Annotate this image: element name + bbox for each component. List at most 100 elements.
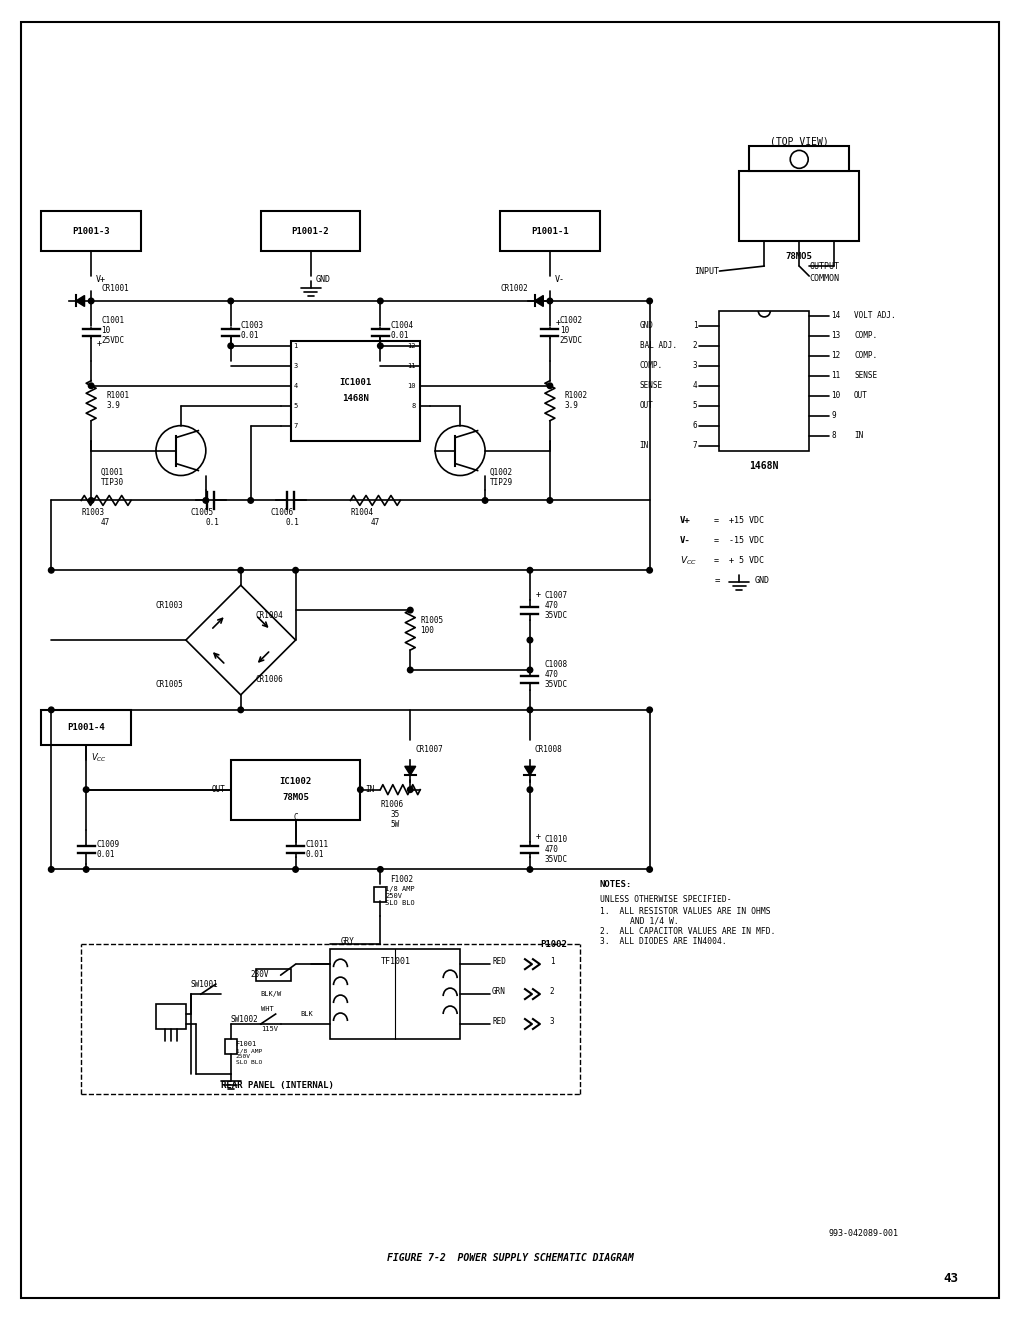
Text: 115V: 115V (261, 1026, 277, 1032)
Text: TF1001: TF1001 (380, 957, 410, 966)
Circle shape (527, 787, 532, 792)
Circle shape (482, 498, 487, 503)
Bar (718, 312, 808, 450)
Text: R1001: R1001 (106, 391, 129, 400)
Text: GND: GND (754, 576, 768, 585)
Text: 25VDC: 25VDC (559, 337, 583, 346)
Text: 47: 47 (101, 517, 110, 527)
Text: +: + (555, 318, 560, 327)
Circle shape (527, 667, 532, 673)
Text: 470: 470 (544, 845, 558, 854)
Circle shape (203, 498, 209, 503)
Text: P1002: P1002 (539, 940, 567, 949)
Text: 993-042089-001: 993-042089-001 (828, 1229, 898, 1238)
Circle shape (407, 607, 413, 612)
Text: BAL ADJ.: BAL ADJ. (639, 342, 676, 350)
Bar (41, 710, 130, 744)
Circle shape (292, 867, 299, 873)
Circle shape (237, 568, 244, 573)
Text: C1009: C1009 (96, 840, 119, 849)
Circle shape (377, 867, 383, 873)
Text: 3.9: 3.9 (565, 401, 578, 411)
Circle shape (527, 708, 532, 713)
Text: 1468N: 1468N (749, 461, 779, 470)
Text: 5: 5 (293, 403, 298, 409)
Text: R1003: R1003 (82, 508, 104, 517)
Text: +: + (535, 590, 540, 599)
Text: Q1002: Q1002 (489, 469, 513, 477)
Text: SW1001: SW1001 (191, 979, 218, 989)
Text: 3.  ALL DIODES ARE IN4004.: 3. ALL DIODES ARE IN4004. (599, 937, 726, 945)
Text: 1.  ALL RESISTOR VALUES ARE IN OHMS: 1. ALL RESISTOR VALUES ARE IN OHMS (599, 907, 769, 916)
Text: Q1001: Q1001 (101, 469, 124, 477)
Text: V-: V- (679, 536, 690, 545)
Text: C1003: C1003 (240, 321, 264, 330)
Text: 7: 7 (293, 422, 298, 429)
Circle shape (377, 298, 383, 304)
Text: $V_{CC}$: $V_{CC}$ (679, 554, 696, 566)
Text: 470: 470 (544, 601, 558, 610)
Text: IC1002: IC1002 (279, 777, 312, 787)
Text: COMP.: COMP. (853, 331, 876, 341)
Text: =: = (713, 576, 719, 585)
Circle shape (646, 867, 652, 873)
Text: BLK/W: BLK/W (261, 991, 281, 997)
Text: 5: 5 (692, 401, 697, 411)
Text: 0.01: 0.01 (390, 331, 409, 341)
Text: 0.01: 0.01 (96, 850, 114, 859)
Text: V+: V+ (679, 516, 690, 525)
Circle shape (527, 867, 532, 873)
Text: 100: 100 (420, 626, 434, 635)
Bar (374, 887, 386, 902)
Text: R1005: R1005 (420, 615, 443, 624)
Text: R1006: R1006 (380, 800, 404, 809)
Circle shape (358, 787, 363, 792)
Text: 0.01: 0.01 (306, 850, 324, 859)
Text: 14: 14 (830, 312, 840, 321)
Text: COMMON: COMMON (808, 273, 839, 282)
Circle shape (546, 298, 552, 304)
Text: V+: V+ (96, 275, 106, 284)
Text: 47: 47 (370, 517, 379, 527)
Text: =  +15 VDC: = +15 VDC (713, 516, 763, 525)
Circle shape (546, 498, 552, 503)
Text: 10: 10 (830, 391, 840, 400)
Text: IN: IN (639, 441, 648, 450)
Text: NOTES:: NOTES: (599, 880, 632, 888)
Text: CR1006: CR1006 (256, 676, 283, 685)
Circle shape (527, 638, 532, 643)
Circle shape (546, 383, 552, 388)
Text: 0.01: 0.01 (240, 331, 259, 341)
Text: R1002: R1002 (565, 391, 587, 400)
Text: +: + (97, 339, 102, 348)
Circle shape (228, 298, 233, 304)
Circle shape (646, 298, 652, 304)
Text: 9: 9 (830, 411, 835, 420)
Text: C1004: C1004 (390, 321, 413, 330)
Text: GND: GND (315, 275, 330, 284)
Text: 2: 2 (549, 986, 554, 995)
Text: TIP30: TIP30 (101, 478, 124, 487)
Text: 1/8 AMP: 1/8 AMP (235, 1048, 262, 1053)
Bar (749, 147, 848, 172)
Text: CR1008: CR1008 (534, 746, 562, 754)
Text: OUT: OUT (853, 391, 867, 400)
Text: SENSE: SENSE (639, 381, 662, 391)
Text: OUTPUT: OUTPUT (808, 261, 839, 271)
Text: COMP.: COMP. (853, 351, 876, 360)
Polygon shape (405, 767, 416, 775)
Text: 250V: 250V (385, 894, 401, 899)
Text: V-: V- (554, 275, 565, 284)
Text: 13: 13 (830, 331, 840, 341)
Circle shape (84, 787, 89, 792)
Text: 1/8 AMP: 1/8 AMP (385, 886, 415, 892)
Text: GRN: GRN (491, 986, 505, 995)
Text: BLK: BLK (301, 1011, 313, 1016)
Text: 2.  ALL CAPACITOR VALUES ARE IN MFD.: 2. ALL CAPACITOR VALUES ARE IN MFD. (599, 927, 774, 936)
Text: 7: 7 (692, 441, 697, 450)
Text: 4: 4 (293, 383, 298, 389)
Bar (41, 211, 141, 251)
Bar (330, 949, 460, 1039)
Text: C: C (293, 813, 298, 822)
Circle shape (89, 498, 94, 503)
